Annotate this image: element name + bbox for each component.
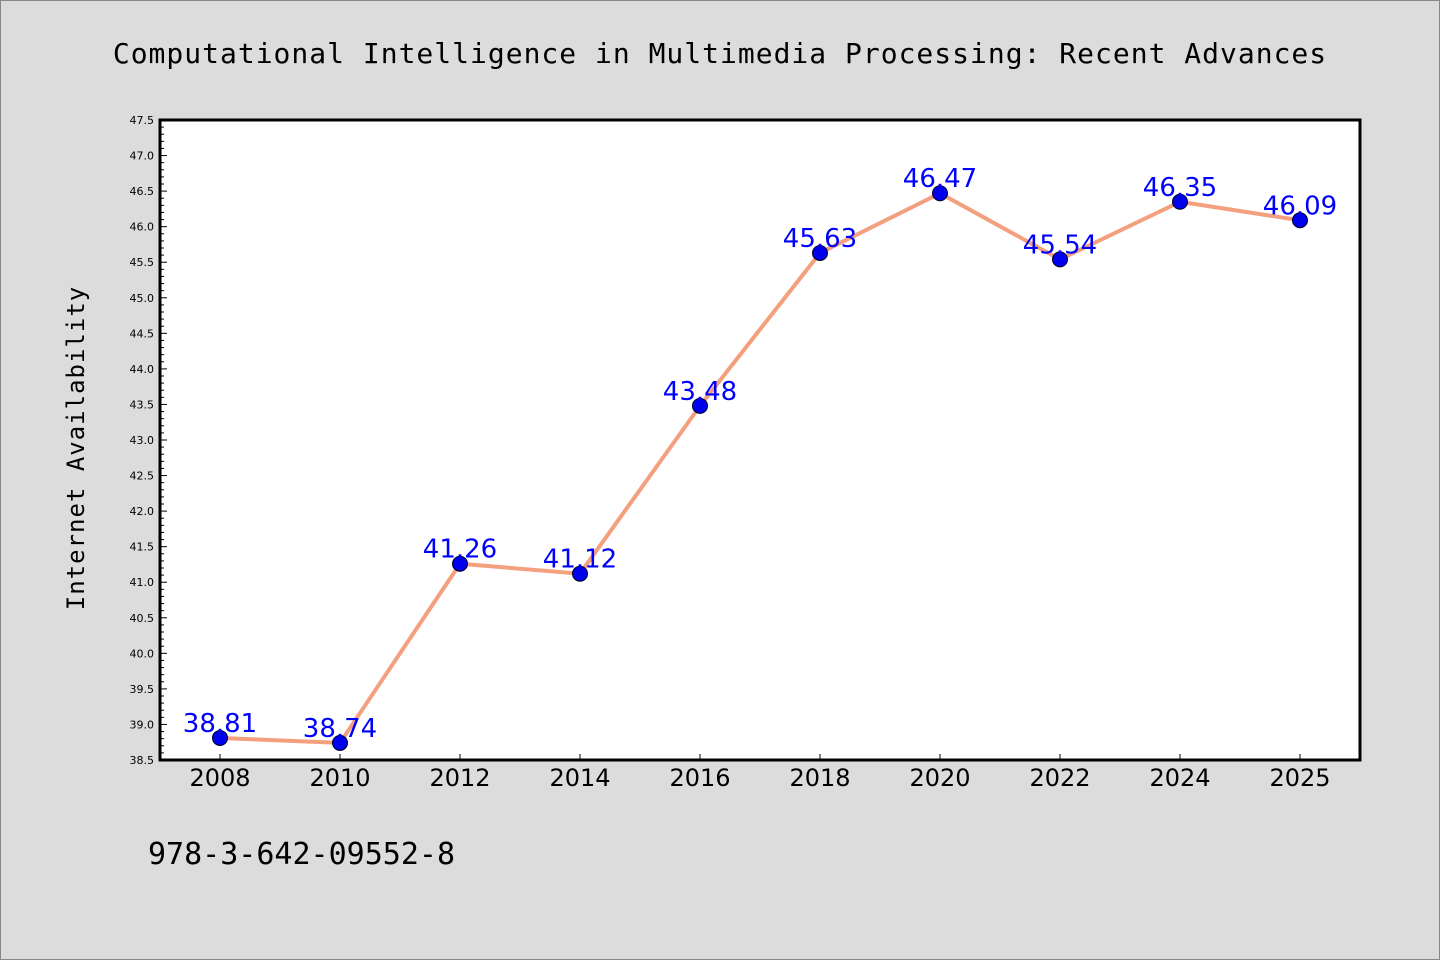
y-tick-label: 47.0 — [130, 150, 155, 163]
data-point-marker — [212, 729, 228, 746]
data-point-marker — [572, 565, 588, 582]
data-label: 41.12 — [543, 545, 617, 575]
data-label: 46.47 — [903, 164, 977, 194]
series-layer — [212, 185, 1308, 751]
data-point-marker — [692, 397, 708, 414]
x-tick-label: 2012 — [429, 764, 490, 792]
y-tick-label: 47.5 — [130, 114, 155, 127]
y-tick-label: 43.5 — [130, 398, 155, 411]
x-tick-label: 2025 — [1269, 764, 1330, 792]
data-point-marker — [452, 555, 468, 572]
y-tick-label: 44.5 — [130, 327, 155, 340]
data-label: 38.81 — [183, 709, 257, 739]
plot-frame — [158, 118, 1362, 762]
y-tick-label: 42.5 — [130, 470, 155, 483]
data-label: 41.26 — [423, 535, 497, 565]
x-tick-label: 2014 — [549, 764, 610, 792]
y-tick-label: 43.0 — [130, 434, 155, 447]
y-tick-label: 40.0 — [130, 647, 155, 660]
x-tick-label: 2016 — [669, 764, 730, 792]
isbn-text: 978-3-642-09552-8 — [148, 837, 455, 872]
data-point-marker — [932, 185, 948, 202]
data-label: 45.54 — [1023, 230, 1097, 260]
data-label: 46.35 — [1143, 173, 1217, 203]
chart-title: Computational Intelligence in Multimedia… — [113, 37, 1327, 70]
y-tick-label: 39.5 — [130, 683, 155, 696]
data-label: 43.48 — [663, 377, 737, 407]
data-label: 38.74 — [303, 714, 377, 744]
x-tick-label: 2018 — [789, 764, 850, 792]
y-tick-label: 46.0 — [130, 221, 155, 234]
data-label: 45.63 — [783, 224, 857, 254]
data-point-marker — [1172, 193, 1188, 210]
data-point-marker — [1292, 212, 1308, 229]
y-tick-label: 41.0 — [130, 576, 155, 589]
data-label: 46.09 — [1263, 191, 1337, 221]
data-point-marker — [332, 734, 348, 751]
y-tick-label: 40.5 — [130, 612, 155, 625]
x-axis: 2008 2010 2012 2014 2016 2018 2020 2022 2024 2025 — [189, 754, 1331, 792]
y-axis: 38.5 39.0 39.5 40.0 40.5 41.0 41.5 42.0 42.5 43.0… — [130, 114, 167, 767]
y-axis-label: Internet Availability — [62, 286, 90, 610]
y-tick-label: 39.0 — [130, 718, 155, 731]
y-tick-label: 38.5 — [130, 754, 155, 767]
x-tick-label: 2008 — [189, 764, 250, 792]
y-tick-label: 44.0 — [130, 363, 155, 376]
data-point-marker — [812, 244, 828, 261]
y-tick-label: 42.0 — [130, 505, 155, 518]
y-tick-label: 45.5 — [130, 256, 155, 269]
x-tick-label: 2024 — [1149, 764, 1210, 792]
x-tick-label: 2020 — [909, 764, 970, 792]
series-line — [219, 191, 1301, 745]
plot-area — [160, 120, 1360, 760]
y-tick-label: 46.5 — [130, 185, 155, 198]
y-tick-label: 41.5 — [130, 541, 155, 554]
data-point-marker — [1052, 251, 1068, 268]
y-tick-label: 45.0 — [130, 292, 155, 305]
x-tick-label: 2010 — [309, 764, 370, 792]
x-tick-label: 2022 — [1029, 764, 1090, 792]
data-label-layer: 38.81 38.74 41.26 41.12 43.48 45.63 46.47 45.54… — [183, 164, 1337, 744]
